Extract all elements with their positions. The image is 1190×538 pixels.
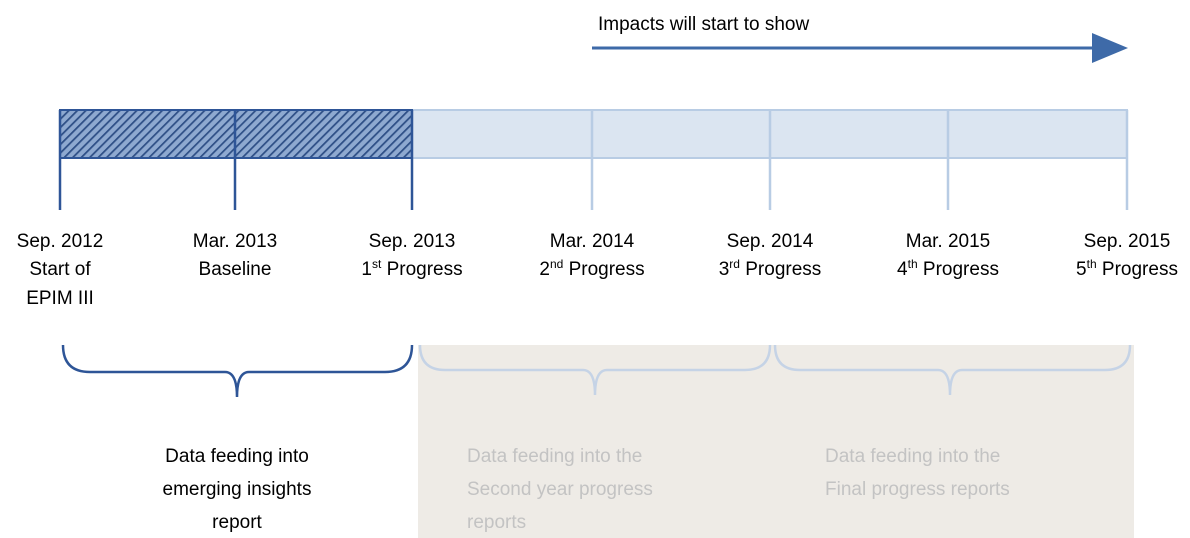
milestone-label: 2nd Progress [539,257,644,280]
group-line: Final progress reports [825,479,1010,500]
group-line: Data feeding into [165,446,309,467]
ordinal: 5 [1076,259,1087,280]
milestone-label: 5th Progress [1076,257,1178,280]
bracket [61,344,414,398]
milestone-label: EPIM III [26,288,94,309]
ordinal-suffix: rd [729,257,740,271]
bracket [773,344,1132,396]
milestone-label: Baseline [199,259,272,280]
ordinal: 4 [897,259,908,280]
milestone-date: Mar. 2015 [906,231,991,252]
progress-label: Progress [745,259,821,280]
progress-label: Progress [1102,259,1178,280]
milestone-date: Mar. 2013 [193,231,278,252]
ordinal: 3 [719,259,730,280]
ordinal: 2 [539,259,550,280]
progress-label: Progress [387,259,463,280]
ordinal-suffix: th [1087,257,1097,271]
group-line: reports [467,512,526,533]
group-text: Data feeding into the Second year progre… [467,446,1010,533]
future-panel [418,345,1134,538]
milestone-label: Start of [29,259,91,280]
ticks-future [590,110,1129,210]
milestone-date: Sep. 2012 [17,231,104,252]
group-line: emerging insights [163,479,312,500]
milestone-label: 3rd Progress [719,257,822,280]
milestone-label: 1st Progress [361,257,462,280]
milestone-date: Sep. 2015 [1084,231,1171,252]
milestone-label: 4th Progress [897,257,999,280]
ordinal-suffix: st [372,257,382,271]
bracket [418,344,772,396]
progress-label: Progress [569,259,645,280]
group-line: Second year progress [467,479,653,500]
progress-label: Progress [923,259,999,280]
milestone-date: Sep. 2014 [727,231,814,252]
group-line: Data feeding into the [825,446,1000,467]
group-line: Data feeding into the [467,446,642,467]
group-text: Data feeding into emerging insights repo… [163,446,312,533]
ticks-past [58,110,414,210]
ordinal: 1 [361,259,372,280]
milestones: Sep. 2012 Start of EPIM III Mar. 2013 Ba… [17,231,278,309]
ordinal-suffix: nd [550,257,563,271]
milestone-date: Sep. 2013 [369,231,456,252]
ordinal-suffix: th [908,257,918,271]
arrow-label: Impacts will start to show [598,14,809,35]
group-line: report [212,512,262,533]
milestone-date: Mar. 2014 [550,231,635,252]
